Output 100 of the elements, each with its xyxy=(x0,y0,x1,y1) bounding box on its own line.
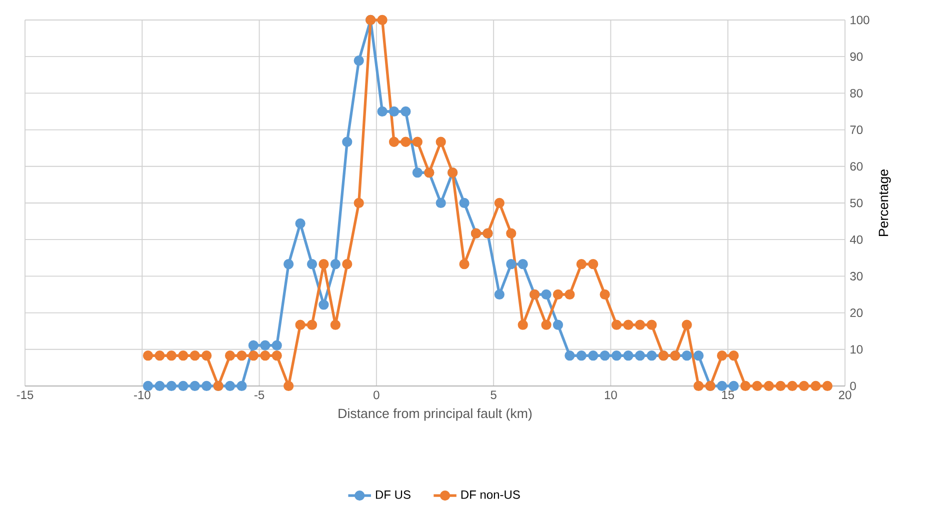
point xyxy=(740,380,750,392)
point xyxy=(224,350,236,361)
point xyxy=(634,320,646,330)
point xyxy=(810,380,821,392)
point xyxy=(412,136,422,147)
point xyxy=(436,198,446,208)
point xyxy=(342,136,352,147)
point xyxy=(377,106,388,117)
point xyxy=(588,259,598,270)
point xyxy=(260,340,270,350)
point xyxy=(775,380,786,392)
x-tick-label: 10 xyxy=(604,390,617,400)
point xyxy=(576,259,586,270)
point xyxy=(318,300,329,310)
x-tick-label: 5 xyxy=(490,390,496,400)
y-tick-label: 60 xyxy=(850,162,863,171)
legend-label: DF US xyxy=(376,490,410,499)
point xyxy=(202,380,212,392)
point xyxy=(646,350,657,361)
x-tick-label: 15 xyxy=(722,390,734,400)
y-axis-title: Percentage xyxy=(878,170,891,236)
point xyxy=(564,289,575,300)
point xyxy=(541,320,552,330)
point xyxy=(634,350,646,361)
y-tick-label: 50 xyxy=(850,198,863,208)
point xyxy=(506,259,516,270)
point xyxy=(716,380,728,392)
point xyxy=(552,289,564,300)
point xyxy=(190,380,200,392)
point xyxy=(506,228,516,238)
point xyxy=(518,259,528,270)
x-tick-label: -10 xyxy=(134,390,150,400)
point xyxy=(154,350,165,361)
point xyxy=(178,350,188,361)
point xyxy=(623,350,634,361)
x-tick-label: 0 xyxy=(374,390,380,400)
point xyxy=(612,350,622,361)
y-tick-label: 20 xyxy=(850,308,863,318)
x-axis-title: Distance from principal fault (km) xyxy=(338,408,532,421)
point xyxy=(236,380,247,392)
point xyxy=(494,289,504,300)
y-tick-label: 90 xyxy=(850,52,863,61)
y-tick-label: 80 xyxy=(850,88,863,98)
point xyxy=(646,320,657,330)
point xyxy=(600,350,610,361)
point xyxy=(236,350,247,361)
point xyxy=(400,106,411,117)
point xyxy=(412,168,422,178)
point xyxy=(354,198,364,208)
point xyxy=(576,350,586,361)
point xyxy=(284,380,294,392)
point xyxy=(459,259,470,270)
point xyxy=(202,350,212,361)
legend-label: DF non-US xyxy=(461,490,520,499)
point xyxy=(494,198,504,208)
x-tick-label: 20 xyxy=(838,390,852,400)
y-tick-label: 40 xyxy=(850,235,863,244)
point xyxy=(682,350,692,361)
point xyxy=(142,380,154,392)
point xyxy=(377,14,388,26)
y-tick-label: 30 xyxy=(850,272,863,280)
point xyxy=(459,198,470,208)
point xyxy=(318,259,329,270)
y-tick-label: 100 xyxy=(850,16,870,24)
point xyxy=(518,320,528,330)
point xyxy=(552,320,564,330)
point xyxy=(190,350,200,361)
point xyxy=(564,350,575,361)
point xyxy=(612,320,622,330)
point xyxy=(354,56,364,66)
point xyxy=(388,106,400,117)
point xyxy=(388,136,400,147)
point xyxy=(142,350,154,361)
point xyxy=(306,320,318,330)
point xyxy=(295,218,306,229)
x-tick-label: -5 xyxy=(254,390,264,400)
point xyxy=(284,259,294,270)
point xyxy=(600,289,610,300)
point xyxy=(224,380,236,392)
point xyxy=(694,350,704,361)
point xyxy=(154,380,165,392)
point xyxy=(342,259,352,270)
point xyxy=(728,350,739,361)
point xyxy=(798,380,810,392)
point xyxy=(248,350,259,361)
point xyxy=(728,380,739,392)
y-tick-label: 0 xyxy=(850,382,856,390)
point xyxy=(272,350,282,361)
point xyxy=(764,380,774,392)
point xyxy=(295,320,306,330)
point xyxy=(787,380,798,392)
point xyxy=(330,320,341,330)
point xyxy=(682,320,692,330)
point xyxy=(716,350,728,361)
point xyxy=(752,380,762,392)
point xyxy=(623,320,634,330)
point xyxy=(588,350,598,361)
point xyxy=(260,350,270,361)
point xyxy=(822,380,832,392)
point xyxy=(272,340,282,350)
